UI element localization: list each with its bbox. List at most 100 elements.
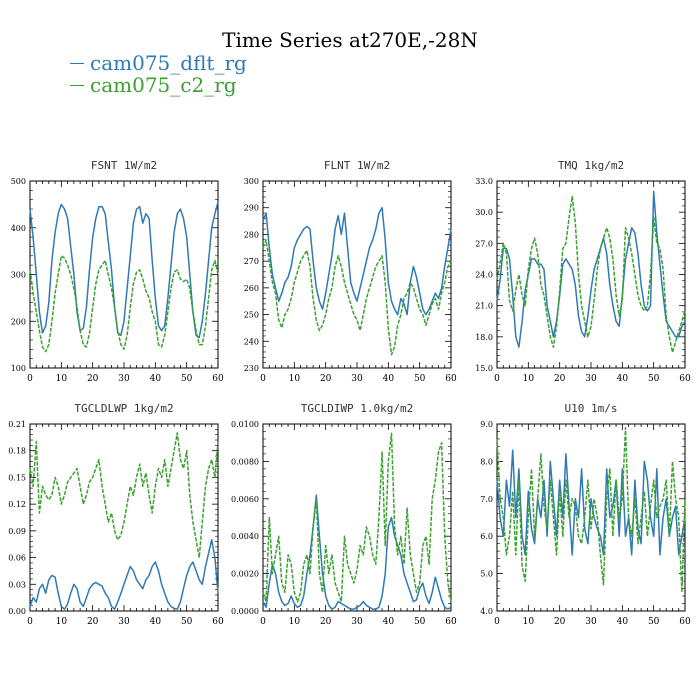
- x-tick-label: 10: [56, 617, 68, 627]
- x-tick-label: 10: [523, 617, 535, 627]
- legend-label-dflt: cam075_dflt_rg: [90, 51, 247, 75]
- x-tick-label: 50: [414, 374, 426, 384]
- y-tick-label: 260: [244, 284, 259, 293]
- series-line-c2: [262, 432, 452, 603]
- y-tick-label: 21.0: [475, 302, 493, 311]
- x-tick-label: 30: [585, 617, 597, 627]
- x-tick-label: 60: [212, 374, 224, 384]
- y-tick-label: 27.0: [475, 239, 493, 248]
- series-line-dflt: [496, 449, 686, 556]
- chart-panel-4: TGCLDIWP 1.0kg/m2 0 10 20 30 40 50 60 0.0000 0.00…: [231, 402, 457, 627]
- y-tick-label: 4.0: [480, 607, 493, 616]
- y-tick-label: 230: [244, 364, 259, 373]
- chart-panel-1: FLNT 1W/m2 0 10 20 30 40 50 60 230 240 250 260 270 28…: [244, 159, 457, 384]
- chart-panel-3: TGCLDLWP 1kg/m2 0 10 20 30 40 50 60 0.00 0.03 0.06…: [8, 402, 224, 627]
- x-tick-label: 0: [494, 374, 500, 384]
- x-tick-label: 30: [118, 374, 130, 384]
- y-tick-label: 0.0020: [231, 570, 259, 579]
- panel-title: FLNT 1W/m2: [324, 159, 390, 172]
- x-tick-label: 50: [181, 374, 193, 384]
- x-tick-label: 10: [56, 374, 68, 384]
- y-tick-label: 0.0080: [231, 457, 259, 466]
- series-line-c2: [496, 426, 686, 594]
- plot-frame: [262, 180, 452, 369]
- x-tick-label: 20: [320, 617, 332, 627]
- x-tick-label: 30: [351, 617, 363, 627]
- y-tick-label: 0.0040: [231, 532, 259, 541]
- y-tick-label: 0.06: [8, 554, 26, 563]
- y-tick-label: 7.0: [480, 495, 493, 504]
- y-tick-label: 8.0: [480, 457, 493, 466]
- x-tick-label: 30: [118, 617, 130, 627]
- x-tick-label: 40: [383, 374, 395, 384]
- x-tick-label: 10: [289, 374, 301, 384]
- x-tick-label: 10: [523, 374, 535, 384]
- y-tick-label: 0.00: [8, 607, 26, 616]
- x-tick-label: 20: [554, 374, 566, 384]
- series-line-c2: [29, 255, 219, 353]
- y-tick-label: 18.0: [475, 333, 493, 342]
- plot-frame: [496, 180, 686, 369]
- x-tick-label: 50: [648, 617, 660, 627]
- x-tick-label: 0: [494, 617, 500, 627]
- figure-title: Time Series at270E,-28N: [222, 28, 478, 52]
- series-line-c2: [496, 195, 686, 354]
- x-tick-label: 60: [212, 617, 224, 627]
- y-tick-label: 290: [244, 204, 259, 213]
- x-tick-label: 40: [150, 374, 162, 384]
- series-line-dflt: [262, 494, 452, 610]
- x-tick-label: 10: [289, 617, 301, 627]
- chart-panel-5: U10 1m/s 0 10 20 30 40 50 60 4.0 5.0 6.0 7.0 8.0 9.0: [480, 402, 691, 627]
- x-tick-label: 40: [617, 617, 629, 627]
- x-tick-label: 20: [320, 374, 332, 384]
- y-tick-label: 100: [11, 364, 26, 373]
- y-tick-label: 0.18: [8, 447, 26, 456]
- panel-title: TGCLDLWP 1kg/m2: [74, 402, 173, 415]
- y-tick-label: 5.0: [480, 570, 493, 579]
- series-line-dflt: [29, 201, 219, 339]
- x-tick-label: 30: [585, 374, 597, 384]
- y-tick-label: 300: [11, 271, 26, 280]
- y-tick-label: 0.0100: [231, 420, 259, 429]
- series-line-dflt: [262, 206, 452, 316]
- series-line-c2: [262, 239, 452, 356]
- x-tick-label: 0: [260, 617, 266, 627]
- y-tick-label: 250: [244, 311, 259, 320]
- y-tick-label: 240: [244, 337, 259, 346]
- legend-item-dflt: cam075_dflt_rg: [70, 51, 247, 75]
- legend-label-c2: cam075_c2_rg: [90, 73, 237, 97]
- y-tick-label: 30.0: [475, 208, 493, 217]
- y-tick-label: 15.0: [475, 364, 493, 373]
- x-tick-label: 40: [617, 374, 629, 384]
- x-tick-label: 60: [445, 617, 457, 627]
- panel-title: TGCLDIWP 1.0kg/m2: [301, 402, 414, 415]
- y-tick-label: 300: [244, 177, 259, 186]
- y-tick-label: 270: [244, 257, 259, 266]
- chart-panel-0: FSNT 1W/m2 0 10 20 30 40 50 60 100 200 300 400 500: [11, 159, 224, 384]
- y-tick-label: 33.0: [475, 177, 493, 186]
- series-line-dflt: [29, 539, 219, 610]
- legend-line-dflt: [70, 62, 84, 64]
- x-tick-label: 0: [27, 374, 33, 384]
- y-tick-label: 400: [11, 224, 26, 233]
- series-line-c2: [29, 432, 219, 559]
- legend: cam075_dflt_rg cam075_c2_rg: [70, 51, 247, 97]
- y-tick-label: 280: [244, 230, 259, 239]
- x-tick-label: 20: [87, 374, 99, 384]
- x-tick-label: 50: [181, 617, 193, 627]
- x-tick-label: 0: [260, 374, 266, 384]
- panel-title: FSNT 1W/m2: [91, 159, 157, 172]
- x-tick-label: 20: [554, 617, 566, 627]
- legend-item-c2: cam075_c2_rg: [70, 73, 247, 97]
- y-tick-label: 0.15: [8, 473, 26, 482]
- y-tick-label: 200: [11, 317, 26, 326]
- x-tick-label: 40: [383, 617, 395, 627]
- y-tick-label: 0.0060: [231, 495, 259, 504]
- y-tick-label: 0.03: [8, 580, 26, 589]
- legend-line-c2: [70, 84, 84, 86]
- panel-title: U10 1m/s: [565, 402, 618, 415]
- x-tick-label: 60: [679, 617, 691, 627]
- y-tick-label: 0.0000: [231, 607, 259, 616]
- y-tick-label: 24.0: [475, 271, 493, 280]
